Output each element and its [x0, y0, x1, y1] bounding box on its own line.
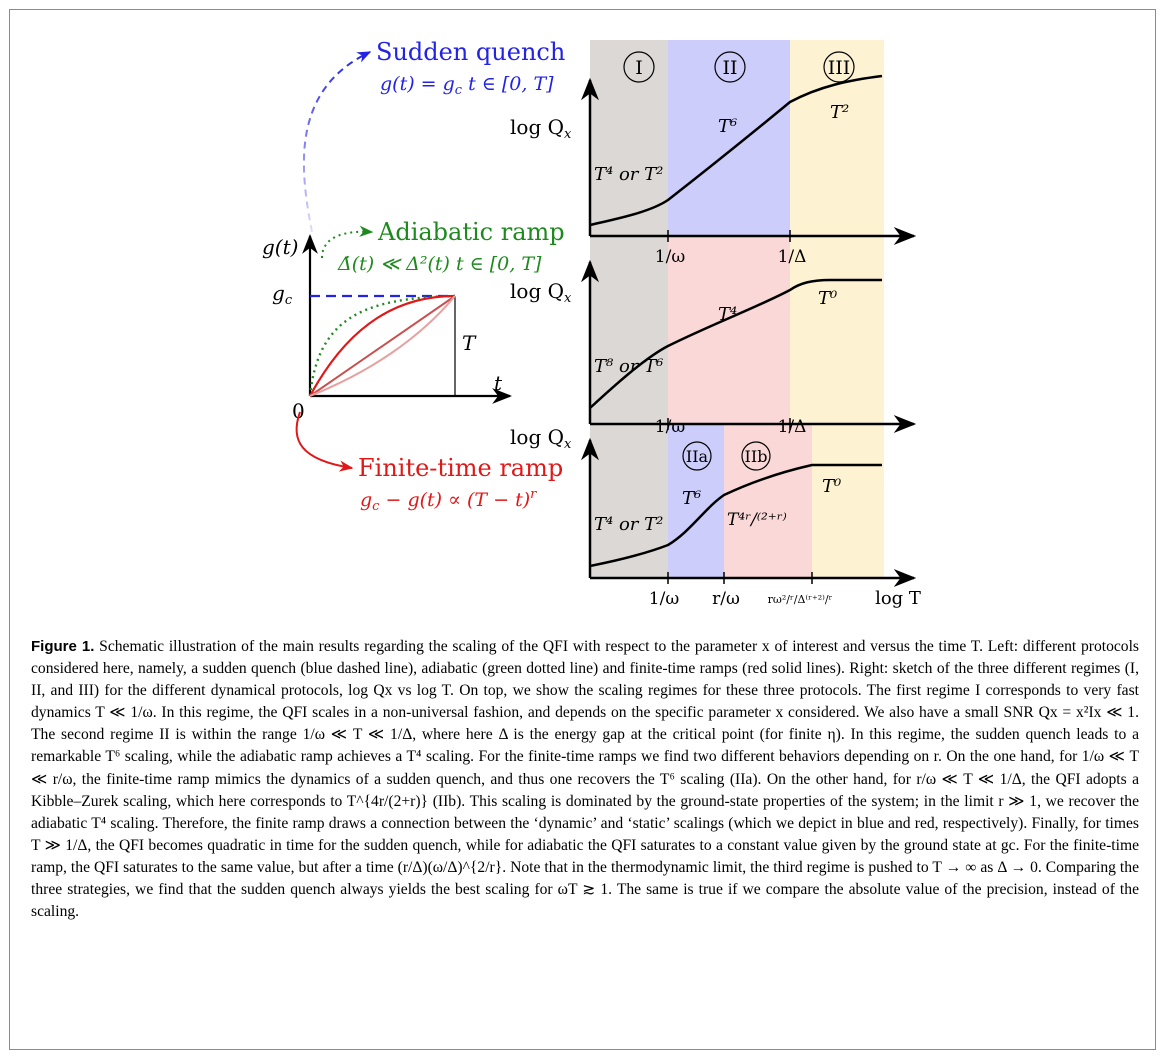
caption-label: Figure 1. [31, 638, 95, 655]
panel3-curve [589, 463, 882, 568]
panel1-label-late: T² [830, 102, 849, 123]
panel-finite-ramp: log Qx T⁴ or T² T⁶ T⁴ʳ/⁽²⁺ʳ⁾ T⁰ 1/ω r/ω … [510, 425, 921, 609]
finite-ramp-curve-1 [309, 294, 456, 397]
finite-ramp-eq: gc − g(t) ∝ (T − t)r [360, 487, 537, 514]
regime-label-III: III [828, 57, 851, 79]
panel3-label-early: T⁴ or T² [594, 514, 663, 535]
regime-label-IIb: IIb [745, 447, 768, 466]
panel2-tick-omega: 1/ω [655, 417, 686, 437]
finite-ramp-title: Finite-time ramp [358, 454, 563, 482]
panel3-ylabel: log Qx [510, 425, 572, 452]
panel2-tick-delta: 1/Δ [778, 417, 807, 437]
figure-graphic: I II III IIa IIb log Qx T⁴ or T² T⁶ T² 1… [262, 38, 921, 609]
figure-frame [9, 9, 1156, 1050]
panel2-label-early: T⁸ or T⁶ [594, 356, 663, 377]
finite-ramp-curve-3 [309, 295, 456, 397]
adiabatic-annotation: Adiabatic ramp Δ̇(t) ≪ Δ²(t) t ∈ [0, T] [321, 218, 565, 275]
adiabatic-title: Adiabatic ramp [377, 218, 565, 246]
panel3-tick-r-omega: r/ω [712, 589, 740, 609]
sudden-quench-eq: g(t) = gc t ∈ [0, T] [380, 73, 554, 98]
panel3-tick-crossover: rω²/ʳ/Δ⁽ʳ⁺²⁾/ʳ [768, 593, 833, 606]
panel3-label-mid: T⁶ [682, 488, 701, 509]
panel2-label-late: T⁰ [818, 288, 837, 309]
panel2-curve [589, 278, 882, 409]
panel3-tick-omega: 1/ω [649, 589, 680, 609]
panel3-label-midb: T⁴ʳ/⁽²⁺ʳ⁾ [727, 510, 787, 530]
regime-label-IIa: IIa [686, 447, 709, 466]
band-regime-III [790, 40, 884, 236]
panel3-xlabel: log T [875, 588, 921, 609]
panel-adiabatic: log Qx T⁸ or T⁶ T⁴ T⁰ 1/ω 1/Δ [510, 259, 917, 437]
panel1-label-early: T⁴ or T² [594, 164, 663, 185]
axis-y-label: g(t) [262, 235, 298, 259]
panel3-label-late: T⁰ [822, 476, 841, 497]
sudden-quench-annotation: Sudden quench g(t) = gc t ∈ [0, T] [302, 38, 565, 233]
panel1-tick-omega: 1/ω [655, 247, 686, 267]
regime-labels: I II III IIa IIb [623, 51, 855, 471]
axis-y-tick: gc [272, 281, 293, 308]
axis-origin: 0 [292, 399, 305, 423]
regime-bands [590, 40, 884, 578]
panel1-ylabel: log Qx [510, 115, 572, 142]
protocol-diagram: g(t) gc t 0 T [262, 234, 512, 423]
sudden-quench-title: Sudden quench [376, 38, 565, 66]
panel-sudden-quench: log Qx T⁴ or T² T⁶ T² 1/ω 1/Δ [510, 74, 917, 267]
axis-x-label: t [494, 371, 503, 395]
finite-ramp-annotation: Finite-time ramp gc − g(t) ∝ (T − t)r [295, 411, 563, 514]
finite-ramp-curve-2 [309, 295, 456, 397]
panel2-label-mid: T⁴ [718, 304, 737, 325]
band-regime-I [590, 40, 668, 236]
panel1-tick-delta: 1/Δ [778, 247, 807, 267]
adiabatic-curve [308, 294, 456, 397]
adiabatic-eq: Δ̇(t) ≪ Δ²(t) t ∈ [0, T] [337, 253, 542, 275]
regime-label-II: II [722, 57, 737, 79]
caption-text: Schematic illustration of the main resul… [31, 638, 1140, 921]
panel1-curve [589, 74, 883, 227]
regime-label-I: I [635, 57, 643, 79]
panel1-label-mid: T⁶ [718, 116, 737, 137]
band-regime-II [668, 40, 790, 236]
figure-caption: Figure 1. Schematic illustration of the … [31, 636, 1139, 923]
panel2-ylabel: log Qx [510, 279, 572, 306]
axis-T-label: T [462, 331, 477, 355]
